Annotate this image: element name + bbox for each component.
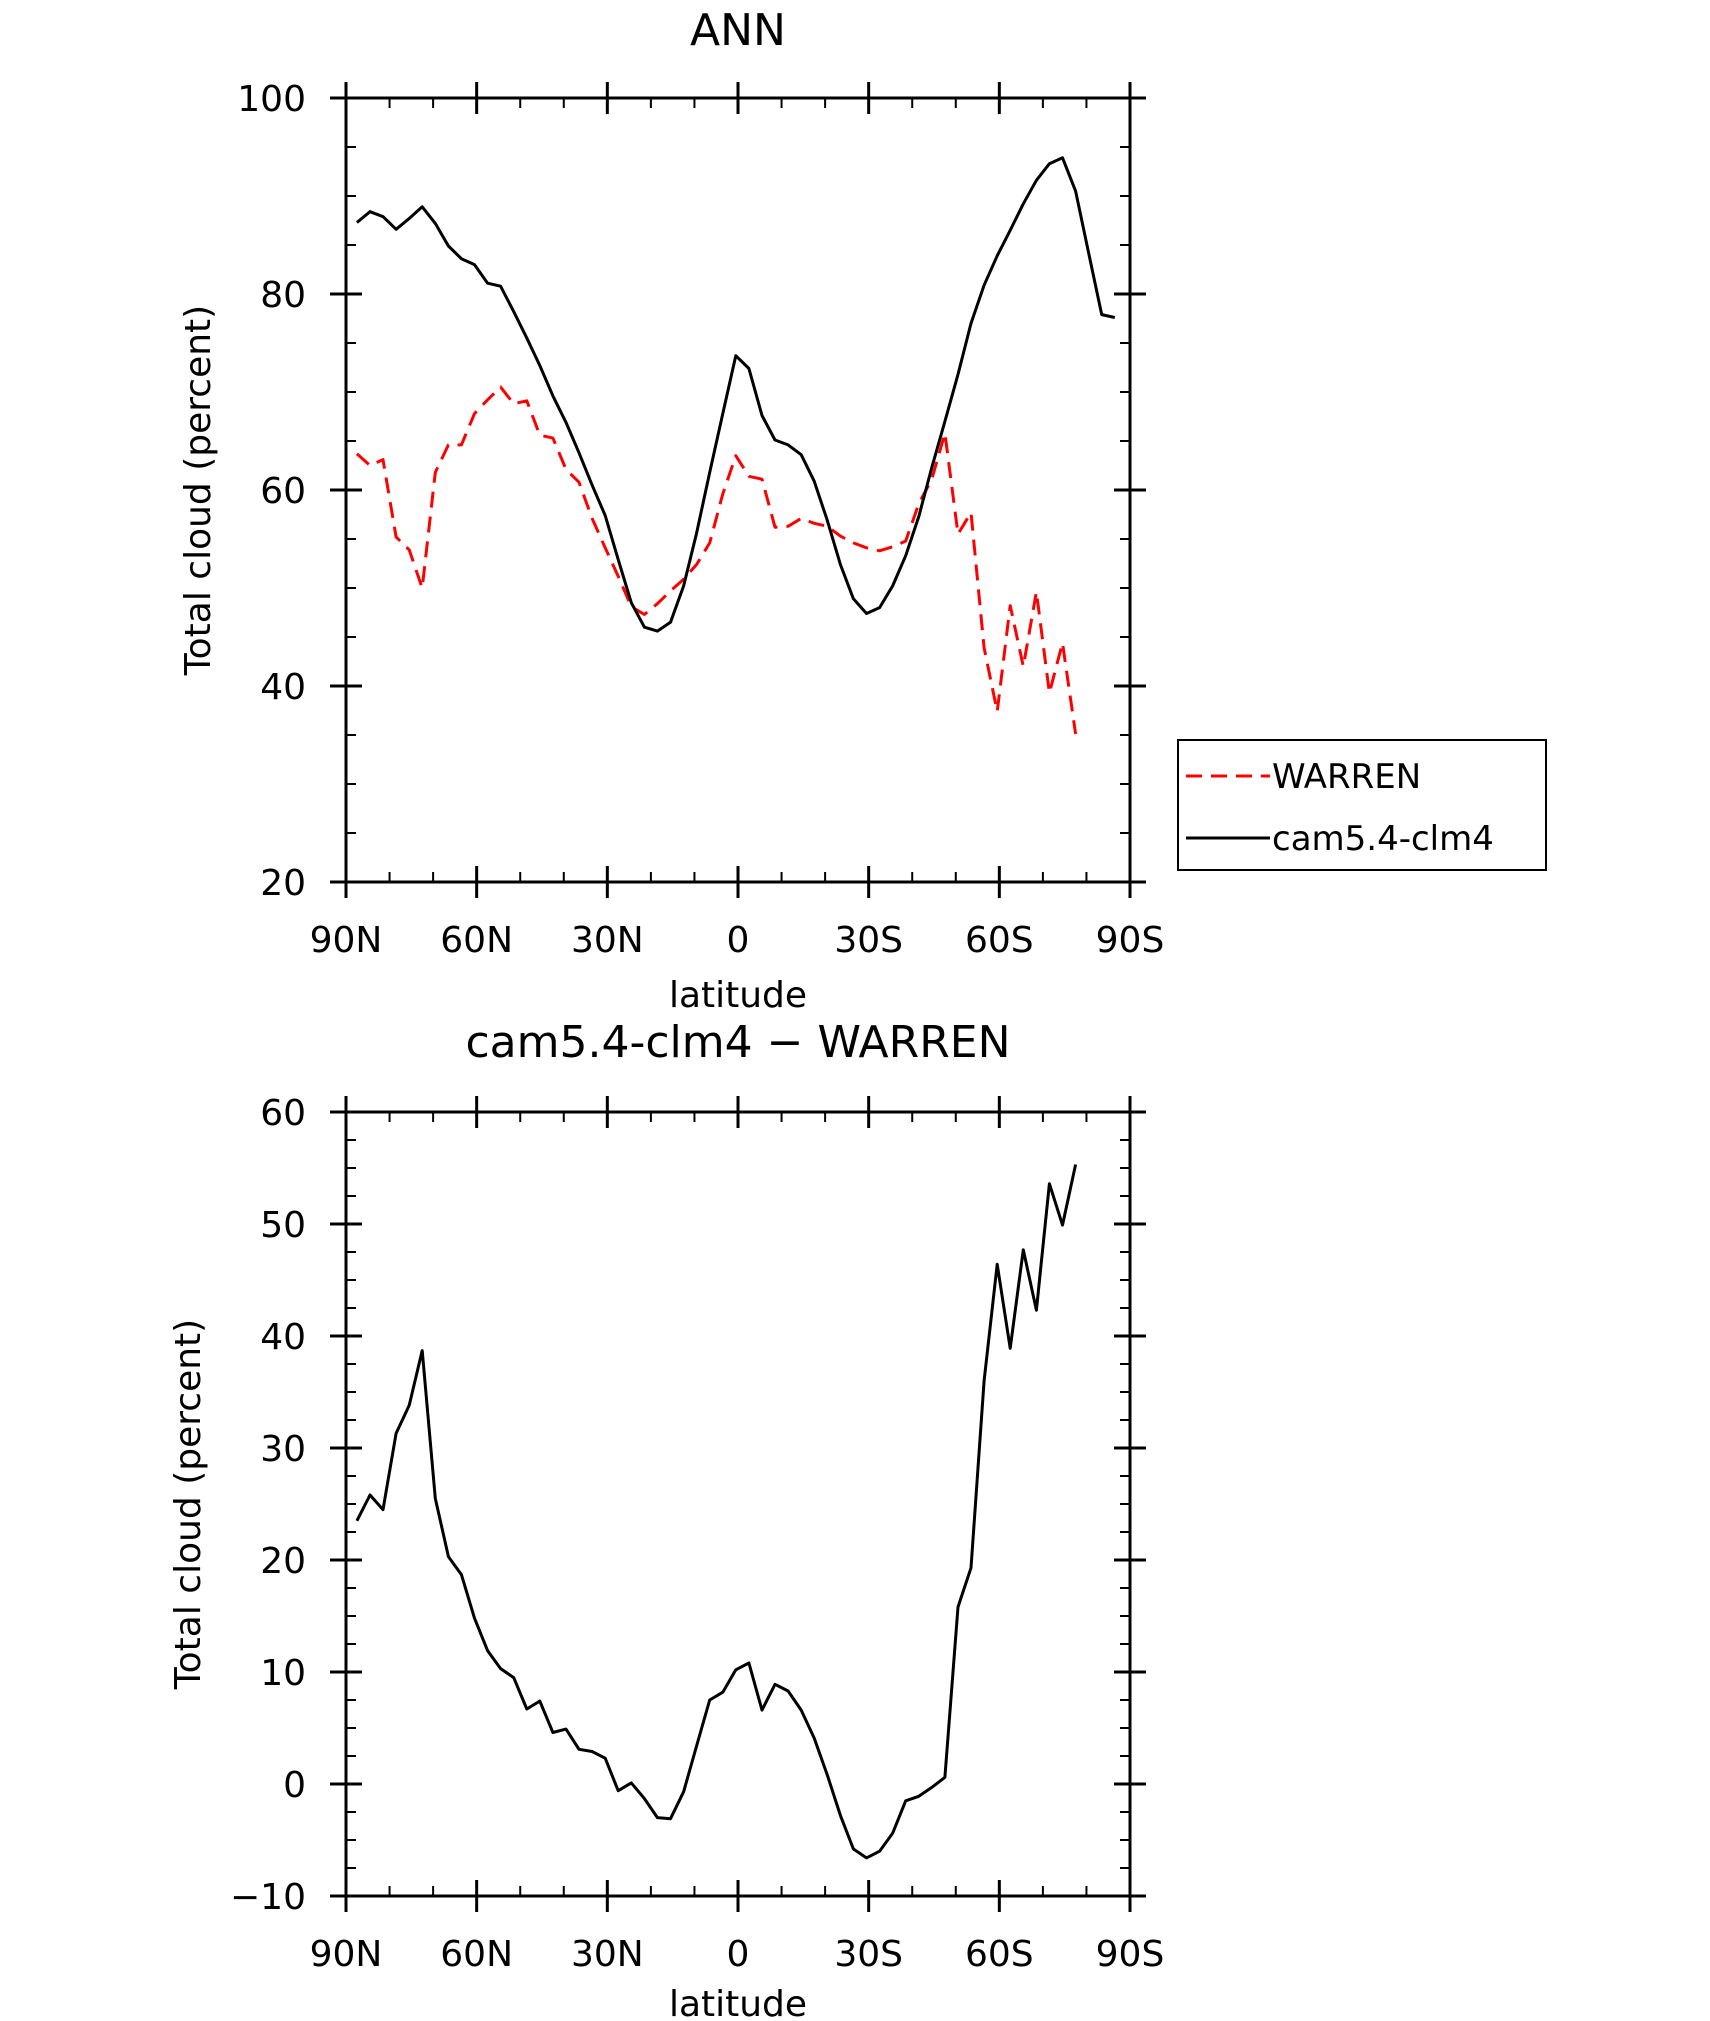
series-line-difference-0	[355, 1164, 1078, 1860]
y-axis-label: Total cloud (percent)	[168, 1319, 209, 1690]
y-tick-label: 40	[260, 667, 306, 708]
series-lines	[355, 1164, 1078, 1860]
x-tick-label: 60N	[440, 1934, 513, 1975]
tick-marks	[330, 82, 1146, 898]
y-tick-label: 0	[283, 1765, 306, 1806]
x-tick-label: 90S	[1096, 920, 1165, 961]
x-tick-label: 90N	[310, 1934, 383, 1975]
series-lines	[355, 156, 1116, 735]
y-tick-label: 10	[260, 1653, 306, 1694]
x-tick-label: 90S	[1096, 1934, 1165, 1975]
x-tick-labels: 90N 60N 30N 0 30S 60S 90S	[310, 920, 1165, 961]
legend-label-warren: WARREN	[1272, 757, 1421, 797]
x-axis-label: latitude	[669, 1984, 807, 2021]
y-tick-label: 100	[237, 79, 306, 120]
x-tick-label: 60N	[440, 920, 513, 961]
y-tick-labels: 20 40 60 80 100	[237, 79, 306, 904]
y-tick-label: 50	[260, 1205, 306, 1246]
legend: WARREN cam5.4-clm4	[1177, 739, 1547, 871]
chart-title: ANN	[690, 5, 786, 56]
chart-title: cam5.4-clm4 − WARREN	[465, 1017, 1010, 1068]
y-tick-labels: −10 0 10 20 30 40 50 60	[230, 1093, 306, 1918]
x-tick-label: 30S	[834, 1934, 903, 1975]
x-tick-label: 0	[727, 920, 750, 961]
x-tick-label: 90N	[310, 920, 383, 961]
x-tick-label: 30N	[571, 920, 644, 961]
x-axis-label: latitude	[669, 975, 807, 1016]
y-tick-label: 60	[260, 471, 306, 512]
plot-frame	[344, 1110, 1132, 1898]
y-tick-label: 30	[260, 1429, 306, 1470]
y-tick-label: −10	[230, 1877, 306, 1918]
legend-label-cam54: cam5.4-clm4	[1272, 819, 1494, 859]
x-tick-label: 0	[727, 1934, 750, 1975]
chart-panel-bottom: cam5.4-clm4 − WARREN −10 0 10 20 30 40 50 60 90…	[168, 1017, 1164, 2021]
y-tick-label: 20	[260, 1541, 306, 1582]
x-tick-label: 60S	[965, 1934, 1034, 1975]
tick-marks	[330, 1096, 1146, 1912]
y-tick-label: 60	[260, 1093, 306, 1134]
x-tick-label: 60S	[965, 920, 1034, 961]
x-tick-label: 30N	[571, 1934, 644, 1975]
series-line-warren	[355, 385, 1078, 735]
y-tick-label: 20	[260, 863, 306, 904]
plot-frame	[344, 96, 1132, 884]
series-line-cam5-4-clm4	[355, 156, 1116, 633]
chart-panel-top: ANN 20 40 60 80 100 90N 60N 30N 0 30S 60S 90S lati…	[178, 5, 1547, 1016]
y-axis-label: Total cloud (percent)	[178, 305, 219, 676]
y-tick-label: 80	[260, 275, 306, 316]
y-tick-label: 40	[260, 1317, 306, 1358]
x-tick-label: 30S	[834, 920, 903, 961]
x-tick-labels: 90N 60N 30N 0 30S 60S 90S	[310, 1934, 1165, 1975]
legend-box	[1177, 739, 1547, 871]
